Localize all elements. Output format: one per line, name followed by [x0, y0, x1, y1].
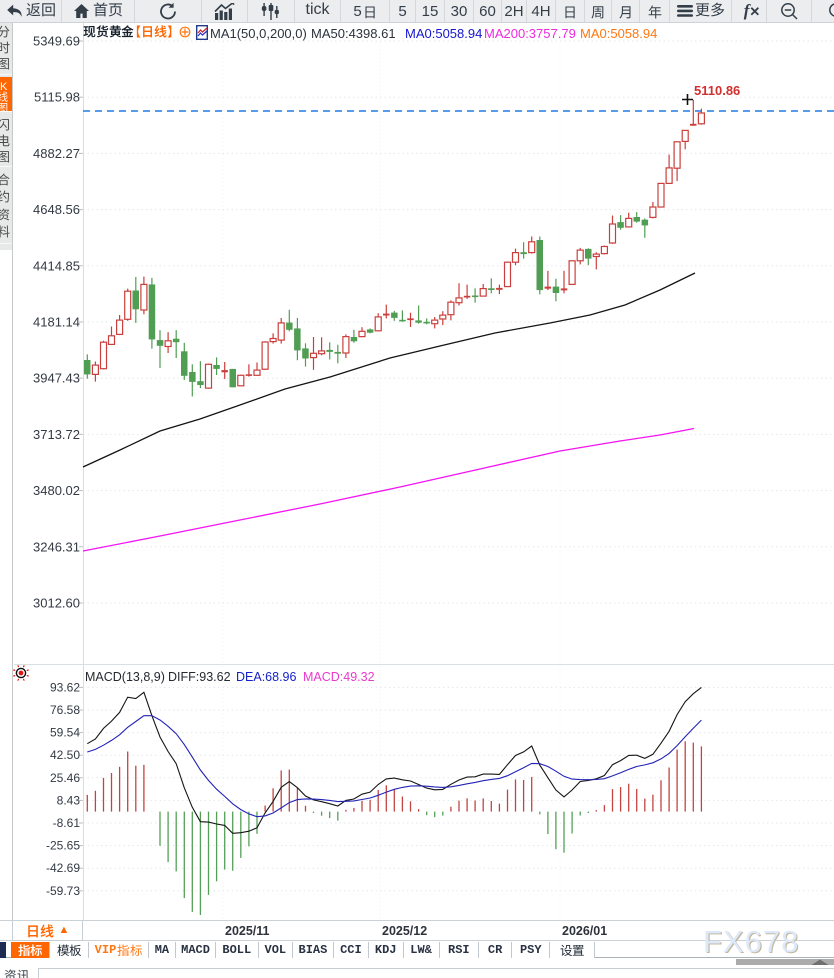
- svg-text:4414.85: 4414.85: [33, 258, 80, 273]
- svg-text:-59.73: -59.73: [46, 884, 80, 898]
- svg-text:3947.43: 3947.43: [33, 371, 80, 386]
- svg-text:MACD:49.32: MACD:49.32: [303, 670, 375, 684]
- svg-text:-42.69: -42.69: [46, 861, 80, 875]
- svg-text:3246.31: 3246.31: [33, 539, 80, 554]
- svg-text:MACD(13,8,9): MACD(13,8,9): [85, 670, 165, 684]
- svg-text:76.58: 76.58: [50, 703, 80, 717]
- svg-text:5349.69: 5349.69: [33, 34, 80, 49]
- svg-text:DIFF:93.62: DIFF:93.62: [168, 670, 231, 684]
- svg-text:4648.56: 4648.56: [33, 202, 80, 217]
- svg-text:4181.14: 4181.14: [33, 315, 80, 330]
- svg-text:DEA:68.96: DEA:68.96: [236, 670, 297, 684]
- svg-text:3713.72: 3713.72: [33, 427, 80, 442]
- svg-text:42.50: 42.50: [50, 748, 80, 762]
- svg-text:8.43: 8.43: [57, 793, 81, 807]
- svg-text:3012.60: 3012.60: [33, 596, 80, 611]
- svg-text:-25.65: -25.65: [46, 839, 80, 853]
- svg-text:5110.86: 5110.86: [694, 83, 740, 98]
- svg-text:-8.61: -8.61: [53, 816, 81, 830]
- svg-text:25.46: 25.46: [50, 771, 80, 785]
- svg-text:5115.98: 5115.98: [34, 90, 80, 105]
- svg-text:3480.02: 3480.02: [33, 483, 80, 498]
- svg-text:93.62: 93.62: [50, 680, 80, 694]
- svg-text:59.54: 59.54: [50, 726, 80, 740]
- svg-text:4882.27: 4882.27: [33, 146, 80, 161]
